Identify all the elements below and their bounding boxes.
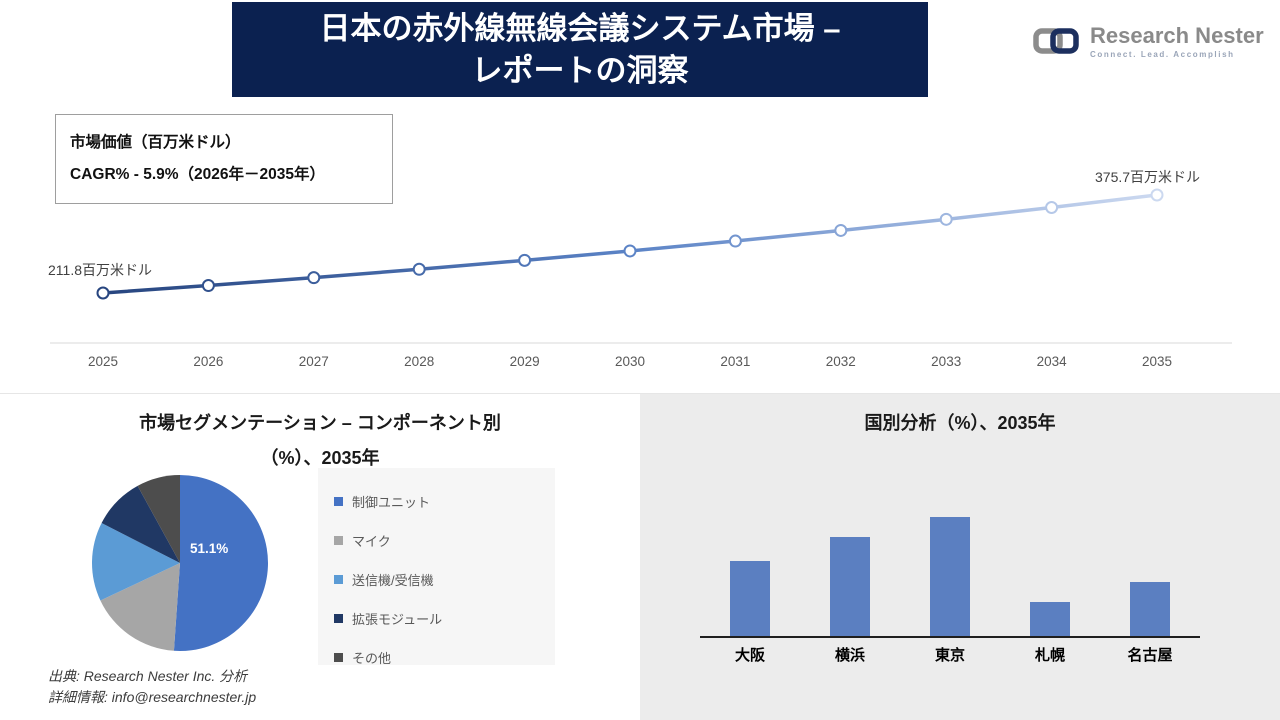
x-axis-tick-label: 2025: [88, 354, 118, 369]
pie-slice: [92, 523, 180, 601]
bar-category-label: 東京: [934, 647, 965, 664]
bar-chart-labels: 大阪 横浜 東京 札幌 名古屋: [700, 644, 1200, 665]
pie-slice: [137, 475, 180, 563]
x-axis-tick-label: 2033: [931, 354, 961, 369]
data-point-marker: [939, 212, 953, 226]
bar: [830, 537, 870, 636]
data-point-marker: [1045, 200, 1059, 214]
bar: [1030, 602, 1070, 636]
bar-category-label: 大阪: [734, 647, 765, 664]
page-title-banner: 日本の赤外線無線会議システム市場 – レポートの洞察: [232, 2, 928, 97]
market-value-box: 市場価値（百万米ドル） CAGR% - 5.9%（2026年－2035年）: [55, 114, 393, 204]
legend-item: その他: [334, 638, 555, 677]
legend-swatch: [334, 575, 343, 584]
data-point-marker: [412, 262, 426, 276]
legend-item: 制御ユニット: [334, 482, 555, 521]
pie-chart-title: 市場セグメンテーション – コンポーネント別 （%）、2035年: [0, 394, 640, 476]
legend-label: 送信機/受信機: [352, 573, 434, 588]
legend-label: 制御ユニット: [352, 495, 431, 510]
data-point-marker: [623, 244, 637, 258]
legend-label: その他: [352, 651, 392, 666]
logo-tagline: Connect. Lead. Accomplish: [1090, 49, 1235, 59]
bar: [1130, 582, 1170, 636]
contact-line[interactable]: 詳細情報: info@researchnester.jp: [48, 689, 257, 705]
x-axis-tick-label: 2035: [1142, 354, 1172, 369]
bar-category-label: 横浜: [834, 647, 865, 664]
x-axis-tick-label: 2032: [826, 354, 856, 369]
legend-swatch: [334, 653, 343, 662]
pie-legend: 制御ユニット マイク送信機/受信機 拡張モジュール その他: [318, 468, 555, 666]
pie-slice: [101, 485, 180, 563]
cagr-label: CAGR% - 5.9%（2026年－2035年）: [70, 166, 325, 183]
chain-links-icon: [1033, 28, 1079, 54]
legend-label: 拡張モジュール: [352, 612, 443, 627]
legend-swatch: [334, 614, 343, 623]
bar-category-label: 札幌: [1034, 647, 1065, 664]
country-analysis-panel: 国別分析（%）、2035年 大阪 横浜 東京 札幌 名古屋: [640, 394, 1280, 720]
source-footer: 出典: Research Nester Inc. 分析 詳細情報: info@r…: [48, 666, 256, 708]
line-end-value-label: 375.7百万米ドル: [1095, 169, 1201, 185]
x-axis-tick-label: 2028: [404, 354, 434, 369]
pie-title-line2: （%）、2035年: [260, 448, 380, 468]
legend-item: マイク: [334, 521, 555, 560]
bar: [930, 517, 970, 636]
data-point-marker: [834, 223, 848, 237]
data-point-marker: [307, 271, 321, 285]
x-axis-tick-label: 2030: [615, 354, 645, 369]
bottom-section: 市場セグメンテーション – コンポーネント別 （%）、2035年 51.1% 制…: [0, 393, 1280, 720]
legend-swatch: [334, 536, 343, 545]
page-title-line2: レポートの洞察: [471, 52, 689, 88]
bar: [730, 561, 770, 636]
data-point-marker: [201, 279, 215, 293]
logo-brand: Research Nester: [1090, 22, 1264, 48]
data-point-marker: [1150, 188, 1164, 202]
x-axis-tick-label: 2026: [193, 354, 223, 369]
legend-label: マイク: [352, 534, 391, 549]
research-nester-logo: Research Nester Connect. Lead. Accomplis…: [1032, 22, 1264, 60]
data-point-marker: [518, 253, 532, 267]
page-title-line1: 日本の赤外線無線会議システム市場 –: [319, 10, 841, 46]
pie-slice: [173, 475, 268, 651]
pie-slice: [100, 563, 180, 651]
legend-swatch: [334, 497, 343, 506]
source-line: 出典: Research Nester Inc. 分析: [48, 668, 248, 684]
pie-data-label: 51.1%: [190, 541, 229, 556]
data-point-marker: [728, 234, 742, 248]
segmentation-pie-chart: [92, 475, 268, 651]
market-value-label: 市場価値（百万米ドル）: [70, 134, 241, 151]
x-axis-tick-label: 2027: [299, 354, 329, 369]
bar-chart: [700, 394, 1200, 638]
line-start-value-label: 211.8百万米ドル: [48, 262, 152, 278]
bar-chart-title: 国別分析（%）、2035年: [864, 413, 1056, 433]
logo-text: Research Nester Connect. Lead. Accomplis…: [1090, 22, 1264, 59]
segmentation-pie-panel: 市場セグメンテーション – コンポーネント別 （%）、2035年 51.1% 制…: [0, 394, 640, 720]
legend-item: 拡張モジュール: [334, 599, 555, 638]
x-axis-tick-label: 2031: [720, 354, 750, 369]
legend-item: 送信機/受信機: [334, 560, 555, 599]
x-axis-tick-label: 2029: [510, 354, 540, 369]
pie-title-line1: 市場セグメンテーション – コンポーネント別: [139, 413, 501, 433]
market-trend-line-chart: 2025 2026 2027 2028 2029 2030 2031 2032 2033 2034…: [50, 188, 1232, 369]
data-point-marker: [96, 286, 110, 300]
x-axis-tick-label: 2034: [1037, 354, 1068, 369]
bar-category-label: 名古屋: [1127, 647, 1173, 664]
line-series: [102, 193, 1158, 295]
